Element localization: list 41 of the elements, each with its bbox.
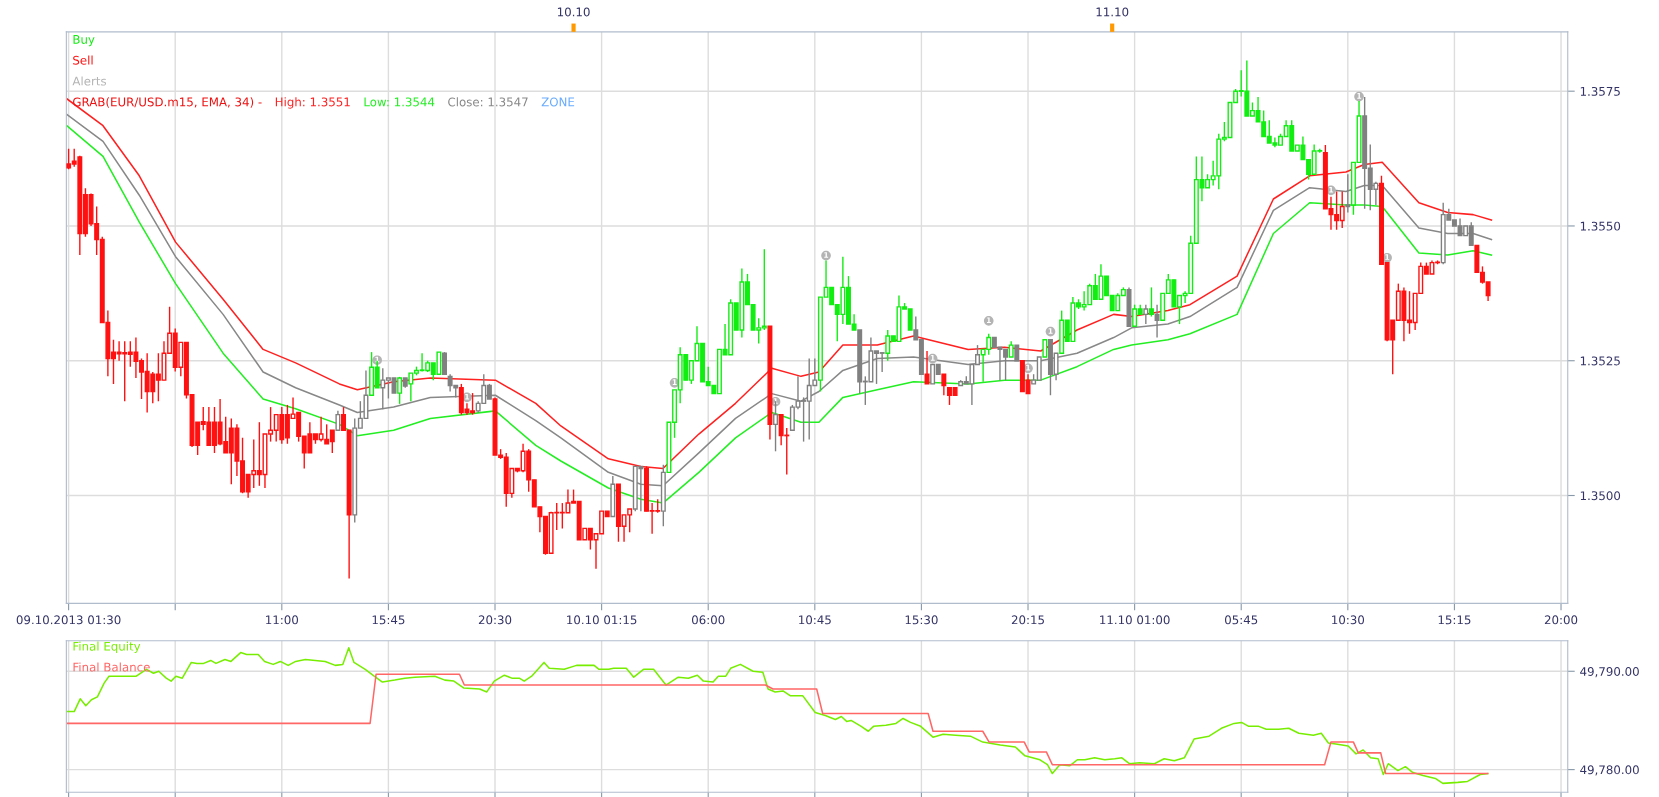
candlestick [1143,303,1149,325]
annotation: ZONE [541,97,575,107]
text: High: 1.3551 [275,97,350,109]
x-tick-label: 20:00 [1544,615,1578,625]
y-tick-label: 1.3550 [1580,221,1621,231]
y-tick-label: 49,780.00 [1580,765,1639,776]
x-tick-label: 05:45 [1224,615,1258,625]
candlestick [442,351,448,375]
line-series [66,673,1489,775]
x-tick-label: 11.10 01:00 [1100,615,1170,625]
x2-tick-label: 11.10 [1096,7,1129,17]
x-tick-label: 09.10.2013 01:30 [16,615,121,625]
text: Buy [73,35,95,47]
y-tick-label: 1.3500 [1580,491,1621,501]
candlestick [335,410,341,431]
x-tick-label: 20:15 [1011,615,1044,625]
y-tick-label: 49,790.00 [1580,666,1639,678]
text: Low: 1.3544 [364,97,435,107]
x-tick-label: 11:00 [266,615,299,625]
x-tick-label: 10.10 01:15 [567,615,637,625]
x-tick-label: 20:30 [478,615,512,625]
candlestick [1154,303,1160,339]
x-tick-label: 10:45 [799,615,831,625]
x-tick-label: 06:00 [691,615,725,625]
annotation: GRAB(EUR/USD.m15, EMA, 34) - [73,97,262,108]
text: Close: 1.3547 [448,97,528,107]
x2-tick-label: 10.10 [557,7,590,17]
text: Sell [73,55,93,65]
candlestick [924,350,930,385]
text: Final Balance [73,662,150,672]
x-tick-label: 15:15 [1438,615,1471,625]
candlestick [941,373,947,396]
y-tick-label: 1.3575 [1580,86,1620,96]
candlestick [397,376,403,405]
candlestick [1148,286,1154,318]
x-tick-label: 15:30 [905,615,938,625]
text: Alerts [72,76,107,86]
series-label: Final Equity [73,641,141,653]
x-tick-label: 15:45 [372,615,405,625]
x-tick-label: 10:30 [1332,615,1365,625]
y-tick-label: 1.3525 [1580,356,1620,366]
